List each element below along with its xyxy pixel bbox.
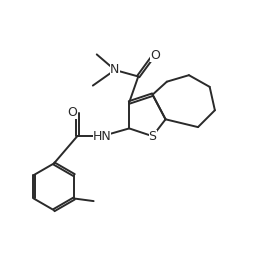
- Text: O: O: [150, 49, 160, 62]
- Text: HN: HN: [93, 130, 111, 143]
- Text: S: S: [149, 130, 157, 143]
- Text: N: N: [110, 63, 120, 77]
- Text: O: O: [68, 106, 78, 119]
